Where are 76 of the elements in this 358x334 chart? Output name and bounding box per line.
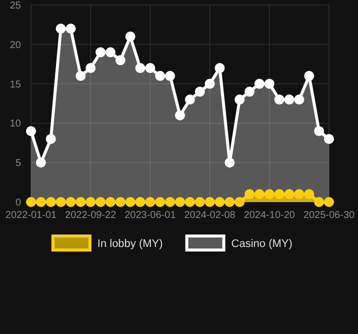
point bbox=[165, 197, 176, 207]
x-tick-label: 2024-02-08 bbox=[184, 210, 236, 221]
point bbox=[165, 70, 176, 81]
point bbox=[76, 70, 86, 81]
point bbox=[264, 78, 274, 89]
point bbox=[294, 94, 304, 105]
point bbox=[274, 189, 284, 200]
point bbox=[204, 78, 215, 89]
point bbox=[254, 78, 264, 89]
y-tick-label: 0 bbox=[15, 198, 22, 208]
y-tick-label: 10 bbox=[10, 118, 22, 130]
x-tick-label: 2024-10-20 bbox=[244, 210, 296, 221]
y-tick-label: 25 bbox=[10, 0, 22, 12]
point bbox=[86, 197, 96, 207]
point bbox=[234, 94, 245, 105]
point bbox=[135, 63, 146, 74]
point bbox=[105, 47, 116, 58]
point bbox=[234, 197, 245, 207]
point bbox=[214, 63, 225, 74]
point bbox=[284, 94, 294, 105]
point bbox=[56, 197, 66, 207]
point bbox=[294, 189, 304, 200]
point bbox=[304, 189, 314, 200]
point bbox=[66, 197, 76, 207]
point bbox=[115, 197, 126, 207]
point bbox=[135, 197, 146, 207]
point bbox=[175, 197, 185, 207]
point bbox=[96, 197, 106, 207]
point bbox=[324, 134, 334, 144]
point bbox=[314, 197, 324, 207]
point bbox=[145, 197, 156, 207]
point bbox=[56, 24, 66, 34]
point bbox=[264, 189, 274, 200]
x-tick-label: 2022-01-01 bbox=[5, 210, 58, 221]
point bbox=[304, 70, 314, 81]
x-tick-label: 2025-06-30 bbox=[303, 210, 356, 221]
point bbox=[86, 63, 96, 74]
point bbox=[76, 197, 86, 207]
point bbox=[194, 197, 205, 207]
point bbox=[184, 94, 195, 105]
point bbox=[96, 47, 106, 58]
point bbox=[284, 189, 294, 200]
point bbox=[274, 94, 284, 105]
point bbox=[105, 197, 116, 207]
point bbox=[224, 158, 235, 168]
point bbox=[46, 197, 56, 207]
x-tick-label: 2023-06-01 bbox=[124, 210, 176, 221]
point bbox=[224, 197, 235, 207]
point bbox=[145, 63, 156, 74]
point bbox=[314, 126, 324, 136]
y-tick-label: 20 bbox=[10, 40, 22, 51]
point bbox=[155, 70, 166, 81]
point bbox=[26, 197, 36, 207]
point bbox=[244, 86, 255, 97]
x-tick-label: 2022-09-22 bbox=[65, 210, 117, 221]
y-tick-label: 15 bbox=[10, 79, 22, 90]
point bbox=[115, 55, 126, 66]
point bbox=[194, 86, 205, 97]
point bbox=[66, 24, 76, 34]
point bbox=[36, 158, 46, 168]
point bbox=[46, 134, 56, 144]
point bbox=[204, 197, 215, 207]
point bbox=[324, 197, 334, 207]
point bbox=[125, 197, 136, 207]
point bbox=[36, 197, 46, 207]
point bbox=[214, 197, 225, 207]
point bbox=[244, 189, 255, 200]
point bbox=[26, 126, 36, 136]
point bbox=[184, 197, 195, 207]
legend-label: In lobby (MY) bbox=[97, 238, 163, 250]
point bbox=[175, 110, 185, 120]
point bbox=[125, 32, 136, 42]
y-tick-label: 5 bbox=[15, 158, 22, 170]
point bbox=[155, 197, 166, 207]
legend-label: Casino (MY) bbox=[231, 238, 292, 250]
point bbox=[254, 189, 264, 200]
